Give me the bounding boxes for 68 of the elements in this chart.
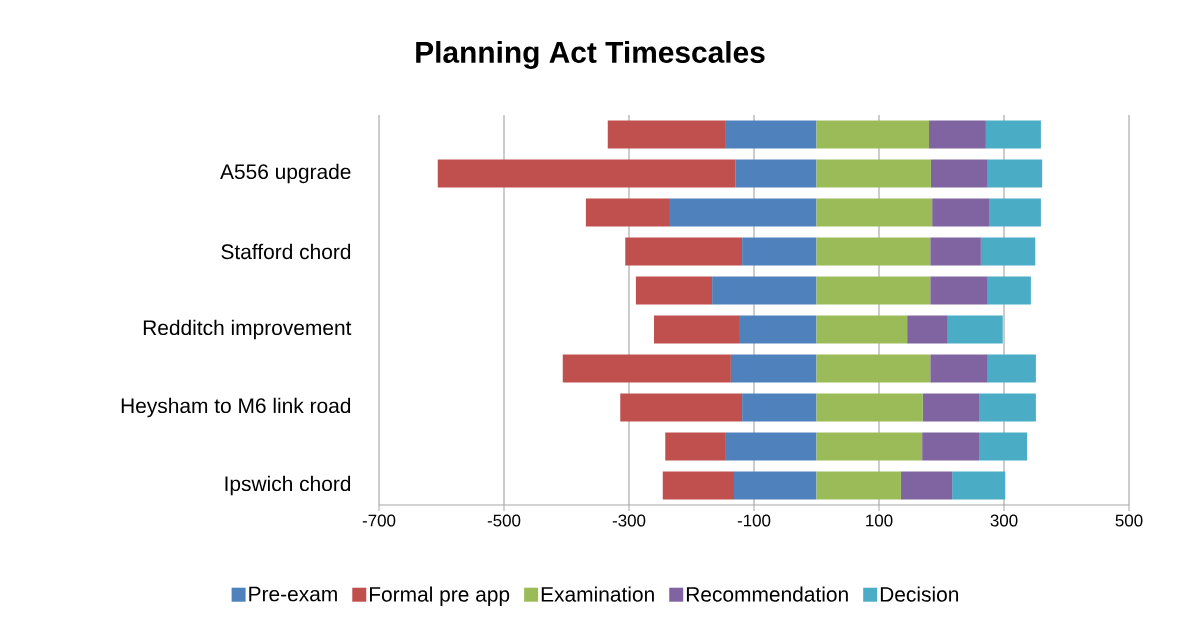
bar — [987, 276, 1031, 305]
bar — [625, 237, 743, 266]
bar — [725, 120, 817, 149]
legend-label: Pre-exam — [249, 586, 337, 602]
y-tick-label: Redditch improvement — [143, 319, 352, 340]
bar — [929, 120, 986, 149]
bar — [816, 354, 931, 383]
bar — [620, 393, 743, 422]
bar — [665, 432, 726, 461]
legend-label: Recommendation — [686, 586, 848, 602]
bar — [635, 276, 713, 305]
bar — [585, 198, 670, 227]
bar — [816, 198, 933, 227]
bar — [987, 354, 1036, 383]
bar — [922, 393, 980, 422]
bar — [930, 159, 988, 188]
legend-label: Formal pre app — [369, 586, 510, 606]
x-tick-label: 500 — [1115, 514, 1143, 527]
bar — [816, 315, 908, 344]
bar — [932, 198, 990, 227]
bar — [816, 471, 901, 500]
bar — [930, 354, 988, 383]
x-tick-label: -300 — [612, 514, 646, 527]
bar — [987, 159, 1043, 188]
bar — [725, 432, 817, 461]
bar — [734, 471, 817, 500]
x-tick-label: -100 — [737, 514, 771, 527]
bar — [816, 237, 931, 266]
legend-label: Examination — [541, 586, 654, 602]
y-tick-label: Stafford chord — [221, 243, 351, 260]
bar — [669, 198, 817, 227]
bar — [562, 354, 731, 383]
x-tick-label: 300 — [990, 514, 1018, 527]
bar — [980, 237, 1036, 266]
bar — [979, 432, 1028, 461]
bar — [952, 471, 1006, 500]
x-tick-label: -700 — [362, 514, 396, 527]
bar — [907, 315, 948, 344]
bar — [437, 159, 736, 188]
bar — [730, 354, 817, 383]
bar — [662, 471, 735, 500]
bar — [985, 120, 1041, 149]
bar — [930, 276, 988, 305]
bar — [742, 237, 817, 266]
bar — [739, 315, 817, 344]
chart-title: Planning Act Timescales — [416, 41, 765, 69]
bar — [989, 198, 1041, 227]
bar — [930, 237, 981, 266]
bar — [712, 276, 817, 305]
x-tick-label: 100 — [866, 514, 893, 527]
bar — [947, 315, 1003, 344]
bar — [816, 432, 923, 461]
bar — [900, 471, 953, 500]
bar — [654, 315, 740, 344]
bar — [816, 393, 923, 422]
y-tick-label: A556 upgrade — [220, 163, 351, 184]
bar — [735, 159, 817, 188]
bar — [816, 276, 931, 305]
legend-label: Decision — [880, 586, 959, 602]
y-tick-label: Heysham to M6 link road — [121, 397, 351, 418]
bar — [979, 393, 1036, 422]
x-tick-label: -500 — [487, 514, 521, 527]
y-tick-label: Ipswich chord — [225, 475, 351, 496]
bar — [816, 120, 930, 149]
bar — [816, 159, 931, 188]
bar — [922, 432, 980, 461]
bar — [742, 393, 817, 422]
bar — [607, 120, 726, 149]
